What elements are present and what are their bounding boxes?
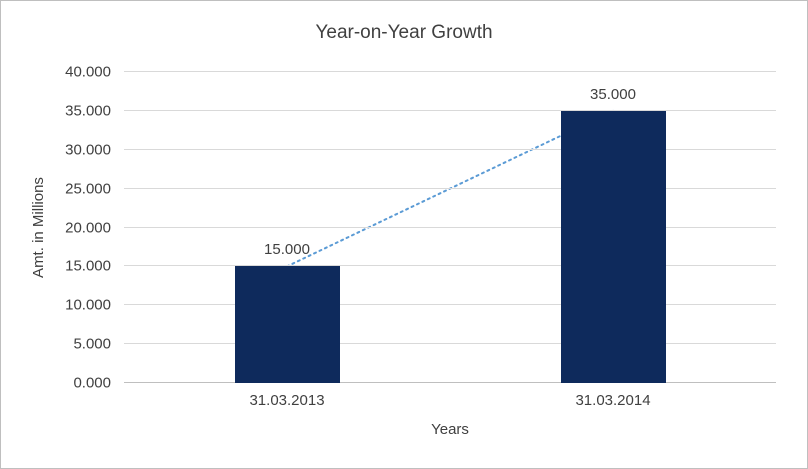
y-tick-label: 40.000	[65, 63, 111, 81]
y-tick-label: 0.000	[73, 374, 111, 392]
y-tick-label: 35.000	[65, 102, 111, 120]
trend-line-svg	[286, 109, 614, 268]
x-tick-label: 31.03.2013	[249, 392, 325, 409]
chart-title: Year-on-Year Growth	[315, 22, 493, 43]
y-tick-label: 15.000	[65, 257, 111, 275]
x-axis-ticks: 31.03.2013 31.03.2014	[124, 392, 776, 412]
bar	[560, 110, 666, 383]
x-tick-label: 31.03.2014	[575, 392, 651, 409]
gridline	[124, 343, 776, 345]
y-tick-label: 25.000	[65, 180, 111, 198]
trend-line	[286, 109, 614, 268]
y-tick-label: 30.000	[65, 141, 111, 159]
y-axis-ticks: 0.000 5.000 10.000 15.000 20.000 25.000 30.000…	[1, 64, 111, 392]
gridline	[124, 109, 776, 111]
y-tick-label: 10.000	[65, 296, 111, 314]
y-tick-label: 5.000	[73, 335, 111, 353]
x-axis-line	[124, 382, 776, 383]
x-axis-title: Years	[431, 421, 469, 438]
gridline	[124, 226, 776, 228]
gridline	[124, 187, 776, 189]
y-tick-label: 20.000	[65, 219, 111, 236]
data-label: 15.000	[264, 241, 310, 259]
data-label: 35.000	[590, 85, 636, 103]
gridline	[124, 71, 776, 72]
gridline	[124, 265, 776, 267]
bar	[234, 266, 340, 383]
plot-area: 15.000 35.000	[124, 71, 776, 383]
gridline	[124, 304, 776, 306]
gridline	[124, 148, 776, 150]
